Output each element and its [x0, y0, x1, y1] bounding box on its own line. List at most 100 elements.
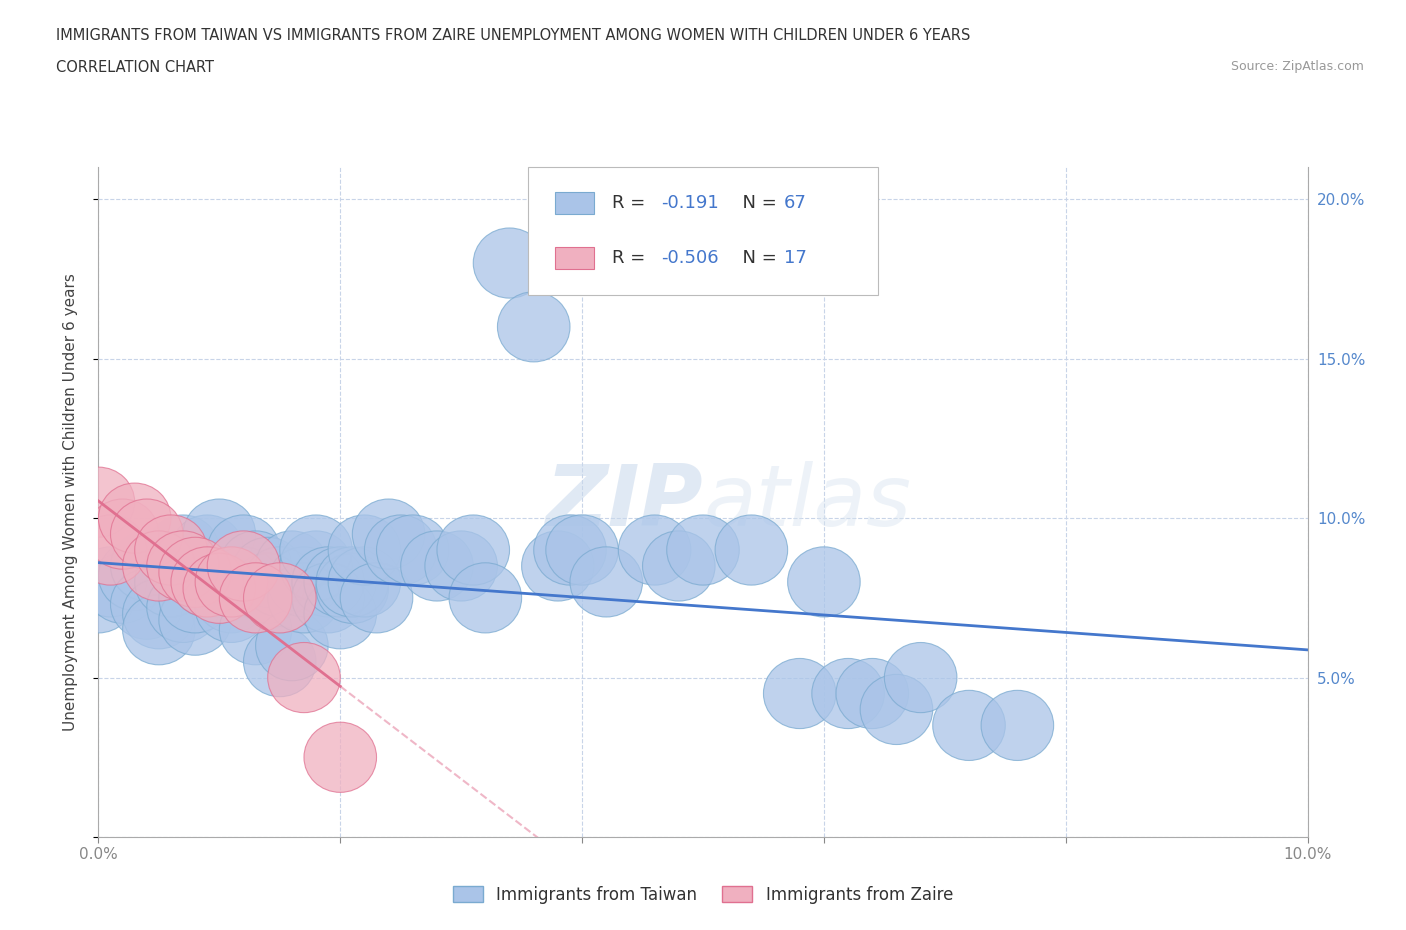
Ellipse shape	[280, 531, 353, 601]
Text: atlas: atlas	[703, 460, 911, 544]
Ellipse shape	[62, 467, 135, 538]
Ellipse shape	[183, 499, 256, 569]
Ellipse shape	[86, 499, 159, 569]
Ellipse shape	[364, 515, 437, 585]
Ellipse shape	[122, 531, 195, 601]
Ellipse shape	[328, 547, 401, 617]
Text: CORRELATION CHART: CORRELATION CHART	[56, 60, 214, 75]
Ellipse shape	[328, 515, 401, 585]
Ellipse shape	[304, 547, 377, 617]
Ellipse shape	[86, 553, 159, 623]
FancyBboxPatch shape	[555, 193, 595, 214]
Ellipse shape	[643, 531, 716, 601]
Ellipse shape	[111, 499, 183, 569]
Text: -0.506: -0.506	[661, 249, 718, 267]
Ellipse shape	[111, 531, 183, 601]
Ellipse shape	[75, 515, 146, 585]
Ellipse shape	[135, 547, 207, 617]
Ellipse shape	[146, 531, 219, 601]
Ellipse shape	[232, 538, 304, 607]
Ellipse shape	[377, 515, 449, 585]
Ellipse shape	[498, 292, 569, 362]
Ellipse shape	[75, 547, 146, 617]
Ellipse shape	[195, 547, 267, 617]
Ellipse shape	[146, 515, 219, 585]
Ellipse shape	[98, 540, 172, 611]
FancyBboxPatch shape	[527, 167, 879, 295]
Text: 67: 67	[785, 193, 807, 212]
Ellipse shape	[340, 563, 413, 633]
Ellipse shape	[267, 643, 340, 712]
Ellipse shape	[207, 531, 280, 601]
Ellipse shape	[666, 515, 740, 585]
Ellipse shape	[62, 563, 135, 633]
Ellipse shape	[449, 563, 522, 633]
Ellipse shape	[932, 690, 1005, 761]
Ellipse shape	[811, 658, 884, 728]
FancyBboxPatch shape	[555, 247, 595, 269]
Ellipse shape	[837, 658, 908, 728]
Ellipse shape	[474, 228, 546, 299]
Ellipse shape	[256, 611, 328, 681]
Ellipse shape	[219, 594, 292, 665]
Ellipse shape	[122, 594, 195, 665]
Ellipse shape	[172, 547, 243, 617]
Legend: Immigrants from Taiwan, Immigrants from Zaire: Immigrants from Taiwan, Immigrants from …	[444, 878, 962, 912]
Ellipse shape	[292, 563, 364, 633]
Ellipse shape	[546, 515, 619, 585]
Text: R =: R =	[613, 249, 651, 267]
Ellipse shape	[219, 531, 292, 601]
Y-axis label: Unemployment Among Women with Children Under 6 years: Unemployment Among Women with Children U…	[63, 273, 77, 731]
Text: N =: N =	[731, 193, 782, 212]
Ellipse shape	[304, 578, 377, 649]
Ellipse shape	[534, 515, 606, 585]
Ellipse shape	[172, 547, 243, 617]
Ellipse shape	[243, 563, 316, 633]
Ellipse shape	[219, 563, 292, 633]
Ellipse shape	[195, 572, 267, 643]
Ellipse shape	[183, 547, 256, 617]
Ellipse shape	[111, 569, 183, 639]
Ellipse shape	[159, 563, 232, 633]
Text: -0.191: -0.191	[661, 193, 718, 212]
Ellipse shape	[256, 531, 328, 601]
Ellipse shape	[787, 547, 860, 617]
Ellipse shape	[195, 563, 267, 633]
Ellipse shape	[183, 553, 256, 623]
Ellipse shape	[146, 572, 219, 643]
Ellipse shape	[232, 553, 304, 623]
Ellipse shape	[522, 531, 595, 601]
Ellipse shape	[619, 515, 690, 585]
Ellipse shape	[884, 643, 957, 712]
Ellipse shape	[207, 547, 280, 617]
Ellipse shape	[243, 547, 316, 617]
Ellipse shape	[981, 690, 1053, 761]
Ellipse shape	[304, 723, 377, 792]
Ellipse shape	[207, 515, 280, 585]
Ellipse shape	[135, 515, 207, 585]
Ellipse shape	[316, 547, 388, 617]
Ellipse shape	[280, 515, 353, 585]
Ellipse shape	[172, 515, 243, 585]
Ellipse shape	[860, 674, 932, 745]
Ellipse shape	[569, 547, 643, 617]
Ellipse shape	[716, 515, 787, 585]
Ellipse shape	[437, 515, 509, 585]
Ellipse shape	[316, 553, 388, 623]
Ellipse shape	[159, 538, 232, 607]
Text: R =: R =	[613, 193, 651, 212]
Ellipse shape	[267, 547, 340, 617]
Ellipse shape	[243, 627, 316, 697]
Ellipse shape	[267, 563, 340, 633]
Ellipse shape	[122, 578, 195, 649]
Ellipse shape	[401, 531, 474, 601]
Ellipse shape	[159, 585, 232, 656]
Ellipse shape	[425, 531, 498, 601]
Ellipse shape	[292, 547, 364, 617]
Text: N =: N =	[731, 249, 782, 267]
Text: IMMIGRANTS FROM TAIWAN VS IMMIGRANTS FROM ZAIRE UNEMPLOYMENT AMONG WOMEN WITH CH: IMMIGRANTS FROM TAIWAN VS IMMIGRANTS FRO…	[56, 28, 970, 43]
Text: ZIP: ZIP	[546, 460, 703, 544]
Ellipse shape	[98, 483, 172, 553]
Ellipse shape	[353, 499, 425, 569]
Text: 17: 17	[785, 249, 807, 267]
